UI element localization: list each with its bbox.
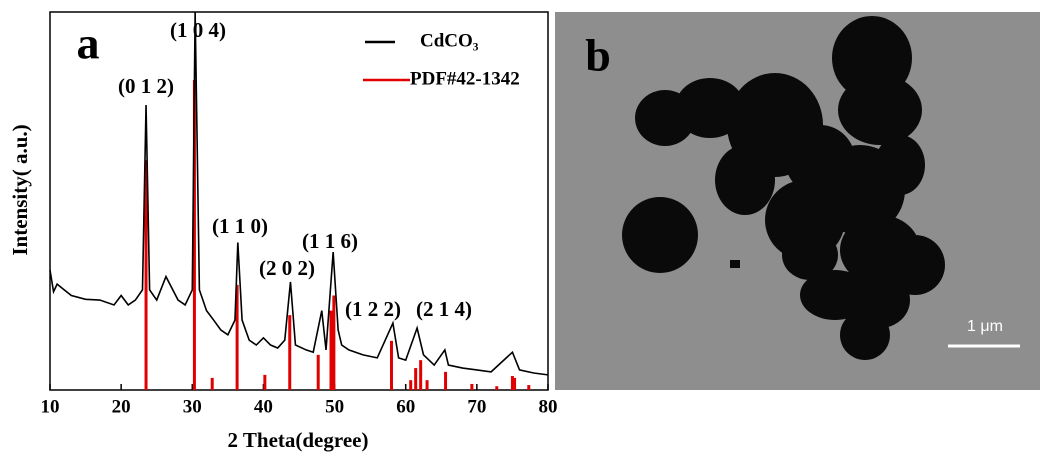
x-tick-label: 40 [254,396,273,417]
peak-label: (1 2 2) [345,297,401,321]
peak-label: (0 1 2) [118,74,174,98]
x-tick-label: 50 [325,396,344,417]
panel-label: a [77,18,100,69]
plot-frame [49,11,549,391]
x-tick-label: 20 [112,396,131,417]
x-tick-label: 70 [467,396,486,417]
x-tick-label: 10 [41,396,60,417]
data-line [49,11,549,376]
particles [622,16,945,360]
legend-label: PDF#42-1342 [410,68,520,89]
x-tick-label: 80 [539,396,558,417]
panel-label: b [585,30,611,81]
legend-label: CdCO₃ [420,30,479,51]
peak-label: (1 1 6) [302,229,358,253]
scale-bar-label: 1 μm [967,318,1003,335]
peak-label: (1 0 4) [170,18,226,42]
x-axis-label: 2 Theta(degree) [228,428,369,452]
y-axis-label: Intensity( a.u.) [8,124,32,255]
x-tick-label: 30 [183,396,202,417]
peak-label: (2 0 2) [259,256,315,280]
peak-label: (2 1 4) [416,297,472,321]
x-tick-label: 60 [396,396,415,417]
peak-label: (1 1 0) [212,214,268,238]
